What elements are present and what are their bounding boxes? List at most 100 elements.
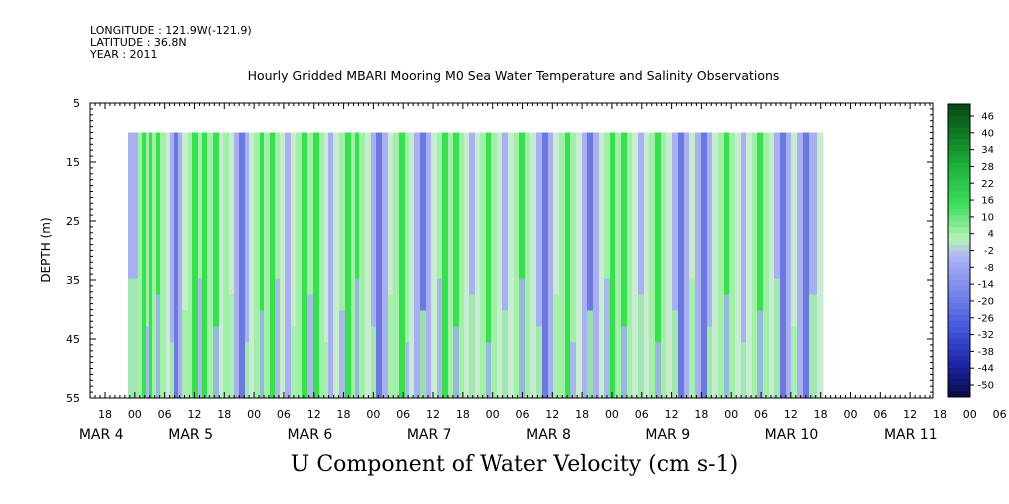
heatmap-band-deep — [371, 326, 377, 398]
heatmap-band — [576, 132, 583, 398]
colorbar-cell — [948, 121, 970, 128]
heatmap-band — [666, 132, 673, 398]
heatmap-band — [712, 132, 719, 398]
heatmap-band — [729, 132, 736, 398]
heatmap-band — [229, 132, 235, 398]
heatmap-band — [570, 132, 577, 398]
heatmap-band — [302, 132, 308, 398]
heatmap-band — [313, 132, 320, 398]
heatmap-band — [388, 132, 394, 398]
colorbar-cell — [948, 332, 970, 339]
heatmap-band — [213, 132, 220, 398]
x-tick-label: 18 — [575, 408, 589, 421]
heatmap-band — [678, 132, 685, 398]
heatmap-band — [684, 132, 690, 398]
heatmap-band — [223, 132, 230, 398]
year-label: YEAR : 2011 — [90, 48, 158, 61]
x-tick-label: 18 — [337, 408, 351, 421]
x-tick-label: 06 — [277, 408, 291, 421]
heatmap-band-deep — [388, 294, 394, 398]
x-tick-label: 12 — [187, 408, 201, 421]
colorbar-cell — [948, 326, 970, 333]
x-tick-label: 18 — [814, 408, 828, 421]
heatmap-band — [582, 132, 588, 398]
colorbar-label: 28 — [981, 162, 994, 173]
heatmap-band-deep — [536, 326, 543, 398]
x-tick-label: 00 — [486, 408, 500, 421]
heatmap-band — [791, 132, 798, 398]
colorbar-label: -20 — [978, 296, 994, 307]
heatmap-band — [291, 132, 297, 398]
heatmap-band-deep — [741, 342, 747, 398]
heatmap-band — [307, 132, 314, 398]
colorbar-label: 40 — [981, 128, 994, 139]
heatmap-band — [414, 132, 421, 398]
x-tick-label: 00 — [605, 408, 619, 421]
colorbar-cell — [948, 373, 970, 380]
colorbar-cell — [948, 379, 970, 386]
heatmap-band — [333, 132, 340, 398]
heatmap-band — [260, 132, 265, 398]
heatmap-band — [661, 132, 667, 398]
heatmap-band — [264, 132, 271, 398]
heatmap-band — [469, 132, 476, 398]
colorbar-cell — [948, 203, 970, 210]
heatmap-band — [530, 132, 537, 398]
heatmap-band — [817, 132, 824, 398]
heatmap-band-deep — [156, 294, 161, 398]
colorbar-cell — [948, 285, 970, 292]
x-tick-label: 00 — [844, 408, 858, 421]
heatmap-band — [525, 132, 531, 398]
heatmap-band — [198, 132, 203, 398]
heatmap-band-deep — [170, 342, 175, 398]
x-tick-label: 18 — [98, 408, 112, 421]
colorbar-label: 10 — [981, 212, 994, 223]
colorbar-cell — [948, 297, 970, 304]
heatmap-band — [142, 132, 147, 398]
heatmap-band — [757, 132, 764, 398]
heatmap-band — [270, 132, 276, 398]
x-tick-label: 12 — [784, 408, 798, 421]
heatmap-band — [780, 132, 787, 398]
heatmap-band-deep — [213, 326, 220, 398]
heatmap-band — [249, 132, 255, 398]
x-tick-label: 12 — [903, 408, 917, 421]
heatmap-band — [553, 132, 560, 398]
heatmap-band-deep — [604, 278, 611, 398]
heatmap-band — [192, 132, 199, 398]
heatmap-band — [599, 132, 605, 398]
colorbar-label: -14 — [978, 280, 994, 291]
colorbar-cell — [948, 227, 970, 234]
heatmap-band — [763, 132, 770, 398]
colorbar-label: 4 — [988, 229, 994, 240]
heatmap-band-deep — [757, 310, 764, 398]
heatmap-band — [695, 132, 702, 398]
colorbar-cell — [948, 338, 970, 345]
heatmap-band — [486, 132, 492, 398]
heatmap-band — [724, 132, 730, 398]
heatmap-band — [587, 132, 594, 398]
colorbar-label: 22 — [981, 179, 994, 190]
colorbar-cell — [948, 162, 970, 169]
colorbar-cell — [948, 355, 970, 363]
heatmap-band — [382, 132, 389, 398]
heatmap-band — [542, 132, 549, 398]
heatmap-band — [448, 132, 454, 398]
heatmap-band-deep — [182, 310, 189, 398]
heatmap-band — [188, 132, 193, 398]
heatmap-band — [502, 132, 509, 398]
heatmap-band-deep — [791, 326, 798, 398]
heatmap-band — [254, 132, 261, 398]
heatmap-band — [174, 132, 179, 398]
colorbar-cell — [948, 139, 970, 146]
heatmap-band-deep — [724, 294, 730, 398]
heatmap-band-deep — [486, 342, 492, 398]
heatmap-band — [328, 132, 334, 398]
x-tick-label: 18 — [217, 408, 231, 421]
heatmap-band — [442, 132, 449, 398]
colorbar-cell — [948, 291, 970, 298]
x-tick-label: 06 — [754, 408, 768, 421]
heatmap-band — [701, 132, 708, 398]
heatmap-band — [621, 132, 628, 398]
